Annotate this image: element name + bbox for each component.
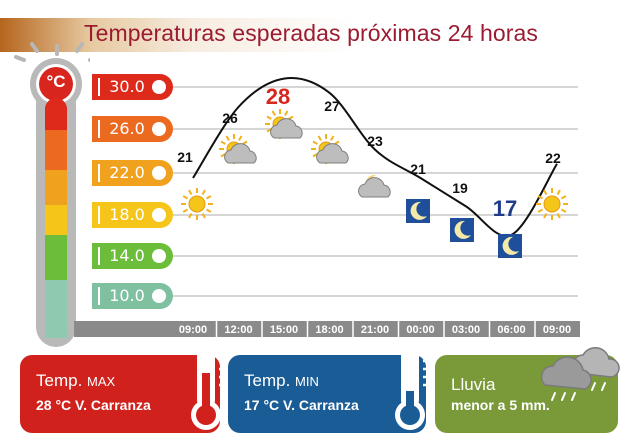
page-title: Temperaturas esperadas próximas 24 horas [84, 20, 539, 46]
max-temp-value: 28 °C V. Carranza [36, 397, 151, 413]
max-temp-card: Temp. MAX 28 °C V. Carranza [20, 345, 226, 433]
min-value-label: 17 [493, 196, 517, 221]
x-axis-band [74, 321, 580, 337]
thermometer-scale: °C [0, 0, 90, 348]
scale-tab [92, 243, 173, 269]
value-label: 26 [222, 110, 238, 126]
moon-icon [498, 234, 522, 258]
min-temp-value: 17 °C V. Carranza [244, 397, 359, 413]
min-temp-title: Temp. MIN [244, 371, 319, 390]
max-value-label: 28 [266, 84, 290, 109]
scale-tab-dot [152, 208, 166, 222]
scale-label-30-0: 30.0 [109, 77, 145, 96]
scale-label-14-0: 14.0 [109, 246, 145, 265]
rain-card: Lluvia menor a 5 mm. [435, 347, 620, 433]
x-tick-label: 18:00 [315, 324, 343, 336]
sun-cloud-icon [265, 109, 303, 139]
scale-label-10-0: 10.0 [109, 286, 145, 305]
moon-cloud-icon [358, 174, 391, 198]
header-band [0, 18, 644, 52]
value-label: 27 [324, 98, 340, 114]
x-tick-label: 21:00 [361, 324, 389, 336]
value-label: 19 [452, 180, 468, 196]
scale-tab [92, 74, 173, 100]
x-tick-label: 15:00 [270, 324, 298, 336]
scale-tab [92, 116, 173, 142]
sun-icon [536, 188, 568, 220]
temperature-chart: 30.0 26.0 22.0 18.0 14.0 10.0 09:00 12:00 15:00 1… [74, 74, 580, 337]
x-tick-label: 12:00 [224, 324, 252, 336]
x-tick-label: 09:00 [179, 324, 207, 336]
value-label: 23 [367, 133, 383, 149]
rain-value: menor a 5 mm. [451, 397, 550, 413]
sun-cloud-icon [219, 134, 257, 164]
rain-title: Lluvia [451, 375, 496, 394]
moon-icon [450, 218, 474, 242]
sun-cloud-icon [311, 134, 349, 164]
x-tick-label: 03:00 [452, 324, 480, 336]
sun-icon [181, 188, 213, 220]
scale-label-22-0: 22.0 [109, 163, 145, 182]
rain-cloud-icon [540, 347, 620, 401]
max-temp-title: Temp. MAX [36, 371, 116, 390]
scale-tab-dot [152, 289, 166, 303]
scale-tab-dot [152, 249, 166, 263]
scale-tab-dot [152, 122, 166, 136]
thermometer-cold-icon [395, 345, 430, 430]
scale-tab-dot [152, 80, 166, 94]
x-tick-label: 06:00 [497, 324, 525, 336]
scale-tab [92, 202, 173, 228]
x-tick-label: 00:00 [406, 324, 434, 336]
value-label: 22 [545, 150, 561, 166]
min-temp-card: Temp. MIN 17 °C V. Carranza [228, 345, 430, 433]
x-tick-label: 09:00 [543, 324, 571, 336]
scale-tab-dot [152, 166, 166, 180]
scale-tab [92, 283, 173, 309]
scale-tab [92, 160, 173, 186]
celsius-unit: °C [46, 72, 66, 91]
value-label: 21 [410, 161, 426, 177]
scale-label-26-0: 26.0 [109, 119, 145, 138]
thermometer-hot-icon [191, 345, 226, 430]
scale-label-18-0: 18.0 [109, 205, 145, 224]
value-label: 21 [177, 149, 193, 165]
moon-icon [406, 199, 430, 223]
